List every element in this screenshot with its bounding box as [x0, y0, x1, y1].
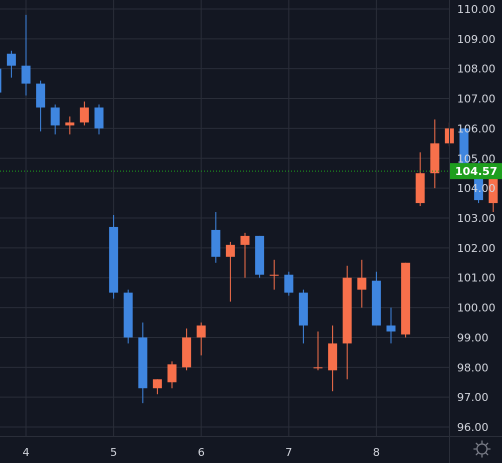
candle-down	[255, 235, 265, 278]
candle-body	[182, 337, 192, 368]
candle-body	[211, 229, 221, 257]
candle-body	[36, 83, 46, 108]
candle-body	[225, 244, 235, 257]
price-tick-label: 106.00	[457, 122, 496, 135]
candle-up	[415, 152, 425, 207]
candle-up	[240, 232, 250, 278]
price-tick-label: 100.00	[457, 302, 496, 315]
candle-body	[0, 68, 2, 93]
last-price-label: 104.57	[455, 165, 497, 178]
candle-body	[255, 235, 265, 275]
candle-body	[240, 235, 250, 245]
candle-down	[6, 50, 16, 78]
candle-down	[109, 215, 119, 299]
candle-body	[488, 176, 498, 204]
price-tick-label: 96.00	[457, 421, 489, 434]
price-tick-label: 108.00	[457, 63, 496, 76]
candle-down	[211, 212, 221, 263]
candle-body	[284, 274, 294, 293]
candle-body	[167, 364, 177, 383]
candle-body	[430, 143, 440, 174]
candle-body	[65, 122, 75, 126]
candle-body	[50, 107, 60, 126]
candle-up	[401, 262, 411, 338]
candle-down	[36, 80, 46, 132]
candle-body	[328, 343, 338, 371]
candle-down	[0, 68, 2, 93]
candle-body	[94, 107, 104, 129]
candle-up	[269, 259, 279, 290]
price-tick-label: 110.00	[457, 3, 496, 16]
price-tick-label: 98.00	[457, 361, 489, 374]
candle-down	[371, 271, 381, 326]
candle-down	[50, 104, 60, 135]
candle-body	[357, 277, 367, 290]
candle-down	[123, 289, 133, 344]
candle-down	[284, 271, 294, 296]
candle-body	[313, 367, 323, 369]
time-axis[interactable]: 4 5 6 7 8	[23, 446, 380, 459]
gear-icon[interactable]	[473, 440, 491, 458]
candle-down	[21, 14, 31, 96]
candle-body	[474, 164, 484, 201]
price-tick-label: 104.00	[457, 182, 496, 195]
candle-body	[138, 337, 148, 389]
price-tick-label: 99.00	[457, 331, 489, 344]
time-tick-label: 5	[110, 446, 117, 459]
candle-body	[152, 379, 162, 389]
candle-body	[109, 226, 119, 293]
price-tick-label: 105.00	[457, 152, 496, 165]
candle-up	[357, 259, 367, 308]
candle-body	[196, 325, 206, 338]
last-price-marker: 104.57	[0, 163, 502, 180]
candle-body	[298, 292, 308, 326]
candle-body	[269, 274, 279, 276]
candle-body	[401, 262, 411, 335]
price-axis[interactable]: 96.00 97.00 98.00 99.00 100.00 101.00 102.00 10…	[457, 3, 496, 434]
price-tick-label: 103.00	[457, 212, 496, 225]
time-tick-label: 8	[373, 446, 380, 459]
candle-up	[488, 173, 498, 213]
candle-body	[415, 173, 425, 204]
candle-down	[386, 307, 396, 344]
candle-up	[196, 322, 206, 356]
candle-up	[167, 361, 177, 389]
candle-up	[328, 325, 338, 392]
candle-body	[123, 292, 133, 338]
candle-down	[94, 104, 104, 135]
candle-body	[386, 325, 396, 332]
last-price-badge	[449, 163, 502, 180]
candle-body	[21, 65, 31, 84]
candle-up	[65, 116, 75, 135]
candle-up	[225, 241, 235, 302]
candle-body	[371, 280, 381, 326]
price-tick-label: 101.00	[457, 272, 496, 285]
time-tick-label: 6	[198, 446, 205, 459]
candle-body	[6, 53, 16, 66]
candle-up	[79, 101, 89, 126]
price-tick-label: 107.00	[457, 93, 496, 106]
candle-up	[313, 331, 323, 371]
candle-up	[182, 328, 192, 371]
candle-down	[298, 289, 308, 344]
candle-up	[342, 265, 352, 380]
candle-up	[430, 119, 440, 189]
candle-down	[138, 322, 148, 404]
candle-body	[342, 277, 352, 344]
price-tick-label: 97.00	[457, 391, 489, 404]
price-tick-label: 102.00	[457, 242, 496, 255]
candle-body	[79, 107, 89, 123]
candles-layer	[0, 14, 498, 404]
time-tick-label: 7	[285, 446, 292, 459]
candle-body	[459, 128, 469, 165]
price-tick-label: 109.00	[457, 33, 496, 46]
time-tick-label: 4	[23, 446, 30, 459]
candle-up	[152, 379, 162, 395]
